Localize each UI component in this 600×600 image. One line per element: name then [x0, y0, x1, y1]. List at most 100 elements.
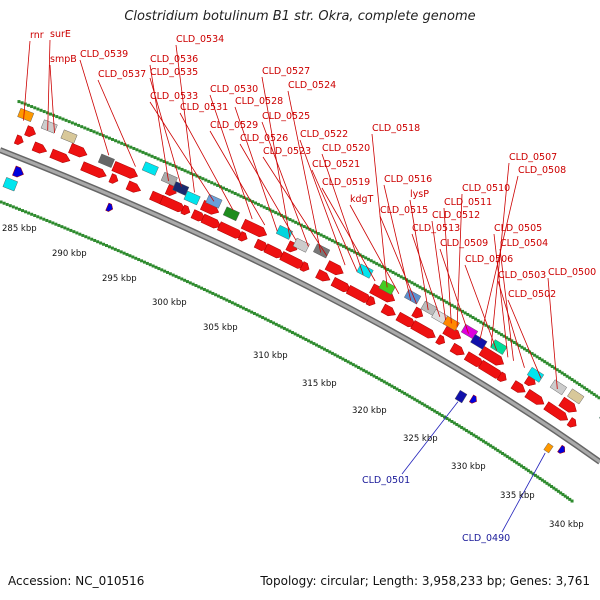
gc-dot-outer: [89, 128, 93, 132]
leader-line: [234, 106, 278, 232]
gc-dot-outer: [582, 386, 586, 390]
gc-dot-outer: [150, 154, 154, 158]
gc-dot-inner: [233, 302, 237, 306]
cds-arrow: [410, 320, 436, 339]
cds-arrow: [49, 148, 71, 163]
cds-arrow: [12, 165, 24, 178]
gc-dot-inner: [202, 287, 206, 291]
gc-dot-outer: [271, 209, 275, 213]
leader-line: [175, 44, 195, 193]
leader-line: [443, 207, 452, 324]
gc-dot-inner: [570, 499, 574, 503]
gc-dot-inner: [344, 358, 348, 362]
gc-dot-outer: [83, 126, 87, 130]
gc-dot-inner: [515, 461, 519, 465]
gc-dot-outer: [162, 160, 166, 164]
gc-dot-outer: [248, 198, 252, 202]
leader-line: [507, 299, 542, 379]
gc-dot-outer: [26, 103, 30, 107]
gc-dot-inner: [320, 346, 324, 350]
gc-dot-inner: [395, 387, 399, 391]
gc-dot-inner: [543, 480, 547, 484]
gc-dot-outer: [445, 300, 449, 304]
gc-dot-outer: [111, 137, 115, 141]
cds-arrow: [180, 204, 191, 216]
gene-label: CLD_0501: [362, 475, 410, 486]
gene-block: [549, 379, 567, 396]
gene-label: CLD_0513: [412, 223, 460, 234]
gene-label: surE: [50, 29, 71, 40]
gc-dot-outer: [590, 391, 594, 395]
gene-label: rnr: [30, 30, 44, 41]
gc-dot-inner: [282, 326, 286, 330]
map-title: Clostridium botulinum B1 str. Okra, comp…: [124, 9, 476, 24]
gc-dot-outer: [431, 293, 435, 297]
gc-dot-inner: [565, 496, 569, 500]
gene-label: CLD_0515: [380, 205, 428, 216]
gc-dot-inner: [157, 267, 161, 271]
gene-block: [313, 243, 331, 259]
gene-label: CLD_0534: [176, 34, 224, 45]
gene-block: [40, 119, 58, 134]
gc-dot-outer: [437, 296, 441, 300]
gc-dot-inner: [477, 436, 481, 440]
gc-dot-inner: [219, 295, 223, 299]
gene-label: CLD_0529: [210, 120, 258, 131]
gc-dot-outer: [322, 234, 326, 238]
gene-block: [2, 177, 18, 192]
gene-label: CLD_0506: [465, 254, 513, 265]
cds-arrow: [558, 396, 577, 413]
gc-dot-outer: [204, 178, 208, 182]
genome-summary: Topology: circular; Length: 3,958,233 bp…: [260, 574, 590, 588]
leader-line: [149, 77, 182, 187]
gc-dot-outer: [64, 118, 68, 122]
scale-label: 305 kbp: [203, 323, 238, 333]
gc-dot-inner: [137, 258, 141, 262]
leader-line: [262, 156, 328, 257]
gc-dot-outer: [144, 152, 148, 156]
gc-dot-outer: [550, 364, 554, 368]
gc-dot-inner: [93, 238, 97, 242]
gc-dot-inner: [445, 417, 449, 421]
gc-dot-inner: [351, 363, 355, 367]
gc-dot-outer: [396, 273, 400, 277]
gc-dot-outer: [587, 389, 591, 393]
gc-dot-inner: [328, 350, 332, 354]
leader-line: [379, 215, 417, 304]
gc-dot-outer: [353, 250, 357, 254]
gc-dot-inner: [307, 339, 311, 343]
gc-dot-inner: [11, 205, 15, 209]
gc-dot-outer: [391, 270, 395, 274]
gc-dot-outer: [141, 150, 145, 154]
gc-dot-inner: [349, 361, 353, 365]
gene-label: CLD_0503: [498, 270, 546, 281]
gc-dot-outer: [563, 373, 567, 377]
gc-dot-outer: [474, 317, 478, 321]
gene-label: CLD_0539: [80, 49, 128, 60]
gc-dot-outer: [369, 259, 373, 263]
cds-arrow: [557, 444, 566, 454]
leader-line: [349, 204, 400, 294]
gc-dot-inner: [367, 371, 371, 375]
gc-dot-inner: [481, 439, 485, 443]
leader-line: [383, 184, 412, 301]
gc-dot-inner: [517, 462, 521, 466]
gc-dot-inner: [54, 222, 58, 226]
gc-dot-inner: [301, 336, 305, 340]
gc-dot-outer: [545, 361, 549, 365]
gc-dot-inner: [214, 293, 218, 297]
gc-dot-outer: [347, 247, 351, 251]
gc-dot-outer: [372, 260, 376, 264]
gene-label: CLD_0531: [180, 102, 228, 113]
gene-label: CLD_0536: [150, 54, 198, 65]
gc-dot-inner: [225, 298, 229, 302]
gc-dot-inner: [45, 218, 49, 222]
cds-arrow: [380, 303, 396, 317]
gc-dot-outer: [224, 187, 228, 191]
gc-dot-inner: [266, 318, 270, 322]
gc-dot-outer: [92, 130, 96, 134]
gc-dot-outer: [316, 232, 320, 236]
gc-dot-inner: [148, 263, 152, 267]
gc-dot-inner: [538, 477, 542, 481]
cds-arrow: [68, 143, 88, 158]
